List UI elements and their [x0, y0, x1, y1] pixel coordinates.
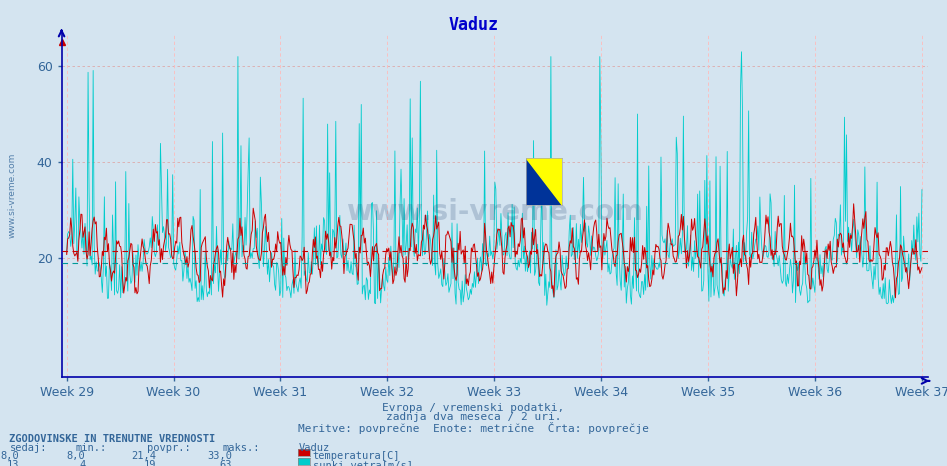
Polygon shape [526, 158, 562, 205]
Text: maks.:: maks.: [223, 443, 260, 452]
Text: 8,0: 8,0 [0, 451, 19, 460]
Text: povpr.:: povpr.: [147, 443, 190, 452]
Text: www.si-vreme.com: www.si-vreme.com [347, 198, 643, 226]
Text: 8,0: 8,0 [66, 451, 85, 460]
Text: 21,4: 21,4 [132, 451, 156, 460]
Text: 63: 63 [220, 460, 232, 466]
Text: 4: 4 [79, 460, 85, 466]
Text: zadnja dva meseca / 2 uri.: zadnja dva meseca / 2 uri. [385, 412, 562, 422]
Text: Meritve: povprečne  Enote: metrične  Črta: povprečje: Meritve: povprečne Enote: metrične Črta:… [298, 422, 649, 434]
Text: Vaduz: Vaduz [449, 16, 498, 34]
Text: 33,0: 33,0 [207, 451, 232, 460]
Text: 13: 13 [7, 460, 19, 466]
Text: Vaduz: Vaduz [298, 443, 330, 452]
Text: 19: 19 [144, 460, 156, 466]
Text: Evropa / vremenski podatki,: Evropa / vremenski podatki, [383, 403, 564, 413]
Text: ZGODOVINSKE IN TRENUTNE VREDNOSTI: ZGODOVINSKE IN TRENUTNE VREDNOSTI [9, 434, 216, 444]
Polygon shape [526, 158, 562, 205]
Text: www.si-vreme.com: www.si-vreme.com [8, 153, 17, 239]
Text: sunki vetra[m/s]: sunki vetra[m/s] [313, 460, 413, 466]
Text: sedaj:: sedaj: [9, 443, 47, 452]
Text: min.:: min.: [76, 443, 107, 452]
Text: temperatura[C]: temperatura[C] [313, 451, 400, 460]
